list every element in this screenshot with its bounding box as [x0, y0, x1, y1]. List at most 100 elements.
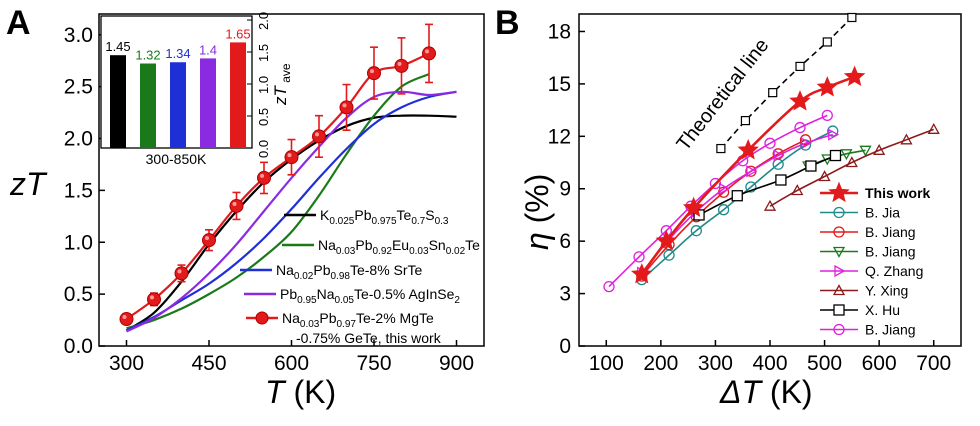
b-data-point [840, 149, 853, 161]
a-point-highlight [370, 69, 374, 74]
a-data-point [422, 46, 436, 61]
a-ytick-label: 2.5 [64, 76, 93, 99]
inset-bar-label: 1.45 [105, 39, 130, 54]
a-ytick-label: 2.0 [64, 128, 93, 151]
a-point-highlight [177, 269, 182, 274]
b-data-point [794, 121, 806, 134]
b-data-point [745, 181, 757, 193]
inset-bar-label: 1.34 [165, 46, 190, 61]
b-ytick-label: 6 [559, 230, 571, 253]
b-ytick-label: 18 [548, 20, 571, 43]
a-xtick-label: 450 [191, 352, 226, 375]
b-legend-entry: This work [865, 185, 931, 201]
b-data-point [718, 182, 730, 195]
a-xtick-label: 300 [109, 352, 144, 375]
b-data-point [603, 280, 615, 293]
theoretical-point [768, 88, 778, 98]
inset-bar [200, 58, 216, 148]
b-legend-entry: B. Jia [865, 205, 900, 221]
b-xtick-label: 200 [643, 352, 678, 375]
a-ytick-label: 0.5 [64, 283, 93, 306]
a-data-point [312, 129, 326, 144]
b-data-point [845, 156, 858, 168]
theoretical-line-label: Theoretical line [673, 35, 774, 155]
b-data-point [633, 251, 645, 263]
b-data-point [818, 170, 831, 182]
inset-bar [170, 62, 186, 148]
b-data-point [773, 149, 785, 162]
b-xtick-label: 600 [862, 352, 897, 375]
a-series-line [126, 73, 430, 330]
b-data-point [630, 263, 653, 284]
a-point-highlight [232, 201, 237, 206]
b-data-point [682, 196, 705, 218]
b-xtick-label: 300 [698, 352, 733, 375]
b-ytick-label: 15 [548, 73, 571, 96]
a-point-highlight [150, 295, 154, 300]
b-data-point [737, 138, 759, 160]
b-data-point [746, 165, 758, 178]
b-data-point [859, 145, 872, 157]
a-ytick-label: 0.0 [64, 335, 93, 358]
panel-a-ylabel: zT [9, 166, 48, 202]
inset-ylabel: zT ave [271, 63, 293, 106]
b-data-point [816, 76, 839, 97]
b-data-point [827, 125, 839, 137]
b-legend-entry: X. Hu [865, 302, 900, 318]
a-data-point [174, 266, 189, 281]
a-point-highlight [315, 132, 319, 137]
a-data-point [229, 198, 244, 213]
b-legend-entry: Y. Xing [865, 283, 908, 299]
b-ytick-label: 9 [559, 178, 571, 201]
a-data-point [339, 100, 354, 115]
inset-ytick-label: 1.5 [256, 44, 271, 62]
b-legend-entry: B. Jiang [865, 224, 916, 240]
b-data-point [829, 149, 842, 162]
panel-b-xlabel: ΔT (K) [719, 374, 813, 410]
b-data-point [843, 65, 866, 87]
b-xtick-label: 400 [752, 352, 787, 375]
theoretical-point [740, 115, 751, 126]
a-xtick-label: 900 [439, 352, 474, 375]
b-data-point [832, 284, 846, 296]
inset-ytick-label: 0.0 [256, 140, 271, 158]
b-ytick-label: 3 [559, 283, 571, 306]
a-legend-entry: Na0.02Pb0.98Te-8% SrTe [276, 262, 423, 282]
a-point-highlight [205, 236, 209, 241]
b-data-point [763, 199, 777, 211]
b-data-point [717, 204, 730, 216]
a-data-point [257, 170, 271, 185]
b-data-point [833, 226, 845, 238]
a-data-point [119, 312, 134, 327]
b-xtick-label: 700 [916, 352, 951, 375]
b-data-point [805, 160, 817, 172]
inset-ytick-label: 1.0 [256, 76, 271, 94]
b-data-point [833, 206, 845, 219]
inset-xlabel: 300-850K [146, 151, 207, 167]
b-data-point [731, 190, 743, 202]
a-point-highlight [397, 61, 402, 66]
theoretical-point [847, 12, 857, 23]
a-xtick-label: 750 [356, 352, 391, 375]
panel-b-label: B [495, 4, 520, 42]
a-xtick-label: 600 [274, 352, 309, 375]
panel-a-chart: 300 450 600 750 900 0.0 0.5 1.0 1.5 2.0 2.5 3.0 K0.… [9, 12, 485, 410]
b-data-point [828, 128, 840, 141]
b-legend-entry: B. Jiang [865, 322, 916, 338]
theoretical-point [822, 37, 832, 47]
b-xtick-label: 100 [589, 352, 624, 375]
theoretical-point [716, 143, 726, 154]
a-legend-entry: Na0.03Pb0.97Te-2% MgTe [282, 310, 434, 330]
panel-b-ylabel: η (%) [519, 174, 555, 250]
b-data-point [655, 229, 678, 251]
inset-bar [140, 63, 156, 148]
a-point-highlight [425, 49, 429, 54]
a-ytick-label: 1.5 [64, 179, 93, 202]
b-data-point [833, 323, 845, 336]
a-ytick-label: 1.0 [64, 231, 93, 254]
inset-bar [110, 55, 126, 149]
b-legend-entry: B. Jiang [865, 244, 916, 260]
b-ytick-label: 0 [559, 335, 571, 358]
inset-bar-label: 1.4 [199, 42, 217, 57]
